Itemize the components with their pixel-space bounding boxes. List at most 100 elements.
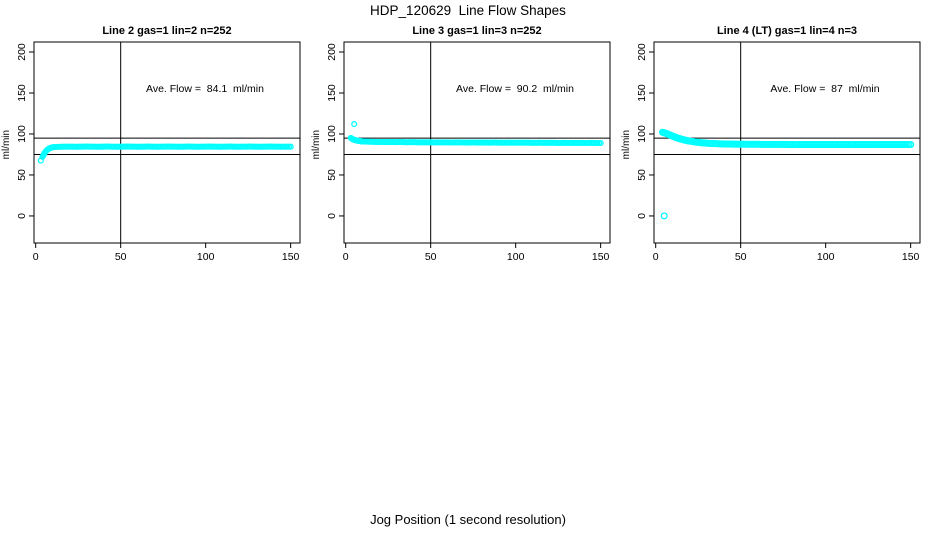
y-tick-label: 200 (326, 43, 338, 61)
data-point (285, 143, 293, 150)
y-tick-label: 150 (16, 84, 28, 102)
panel-title: Line 2 gas=1 lin=2 n=252 (102, 25, 232, 37)
data-point (351, 121, 358, 128)
data-point (757, 140, 765, 148)
points-layer (658, 128, 915, 220)
x-tick-label: 50 (425, 251, 437, 263)
data-point (37, 157, 44, 164)
data-point (767, 140, 775, 148)
y-axis-label: ml/min (621, 130, 632, 159)
y-tick-label: 100 (326, 125, 338, 143)
points-layer (37, 143, 294, 164)
x-axis-ticks: 0 50 100 150 (653, 243, 920, 263)
y-tick-label: 50 (326, 169, 338, 181)
data-point (721, 140, 729, 148)
data-point (783, 140, 791, 148)
data-point (742, 140, 750, 148)
flow-plot-svg: 0 50 100 150 0 50 100 150 200 ml/min (1, 41, 301, 263)
data-point (834, 140, 842, 149)
x-tick-label: 50 (735, 251, 747, 263)
data-point (777, 140, 786, 148)
x-tick-label: 50 (115, 251, 127, 263)
plot-area: 0 50 100 150 0 50 100 150 200 ml/min (1, 41, 301, 263)
data-point (818, 140, 826, 149)
plot-frame (33, 41, 301, 244)
data-point (752, 140, 760, 148)
data-point (859, 140, 867, 149)
data-point (823, 140, 831, 149)
data-point (895, 140, 903, 149)
data-point (747, 140, 755, 148)
data-point (905, 140, 913, 149)
y-axis-label: ml/min (311, 130, 322, 159)
x-tick-label: 0 (343, 251, 349, 263)
data-point (726, 140, 735, 148)
plot-frame (653, 41, 921, 244)
data-point (869, 140, 877, 149)
panel-title: Line 3 gas=1 lin=3 n=252 (412, 25, 542, 37)
data-point (885, 140, 893, 149)
data-point (813, 140, 821, 149)
x-tick-label: 0 (653, 251, 659, 263)
data-point (732, 140, 740, 148)
data-point (839, 140, 847, 149)
flow-plot-svg: 0 50 100 150 0 50 100 150 200 ml/min (311, 41, 611, 263)
x-tick-label: 100 (817, 251, 835, 263)
y-axis-label: ml/min (1, 130, 12, 159)
panel-title: Line 4 (LT) gas=1 lin=4 n=3 (716, 25, 858, 37)
y-axis-ticks: 0 50 100 150 200 (636, 43, 654, 219)
data-point (803, 140, 811, 149)
x-tick-label: 100 (507, 251, 525, 263)
data-point (900, 140, 908, 149)
panel-line-2: Line 2 gas=1 lin=2 n=252 Ave. Flow = 84.… (0, 20, 310, 290)
data-point (844, 140, 852, 149)
data-point (849, 140, 857, 149)
x-axis-ticks: 0 50 100 150 (33, 243, 300, 263)
data-point (706, 139, 714, 147)
y-tick-label: 200 (636, 43, 648, 61)
y-tick-label: 150 (636, 84, 648, 102)
data-point (808, 140, 816, 149)
flow-plot-svg: 0 50 100 150 0 50 100 150 200 ml/min (621, 41, 921, 263)
x-tick-label: 150 (592, 251, 610, 263)
data-point (762, 140, 770, 148)
y-axis-ticks: 0 50 100 150 200 (326, 43, 344, 219)
ave-flow-annotation: Ave. Flow = 87 ml/min (770, 83, 880, 95)
data-point (595, 139, 603, 147)
data-point (788, 140, 796, 149)
x-axis-ticks: 0 50 100 150 (343, 243, 610, 263)
data-point (864, 140, 872, 149)
data-point (854, 140, 862, 149)
data-point (711, 140, 719, 148)
ave-flow-annotation: Ave. Flow = 90.2 ml/min (456, 83, 574, 95)
y-tick-label: 0 (636, 213, 648, 219)
data-point (716, 140, 724, 148)
panel-line-3: Line 3 gas=1 lin=3 n=252 Ave. Flow = 90.… (310, 20, 620, 290)
y-tick-label: 50 (16, 169, 28, 181)
data-point (737, 140, 745, 148)
ave-flow-annotation: Ave. Flow = 84.1 ml/min (146, 83, 264, 95)
y-tick-label: 0 (326, 213, 338, 219)
y-tick-label: 0 (16, 213, 28, 219)
chart-title: HDP_120629 Line Flow Shapes (370, 3, 566, 18)
x-tick-label: 100 (197, 251, 215, 263)
x-tick-label: 150 (902, 251, 920, 263)
data-point (772, 140, 780, 148)
y-tick-label: 150 (326, 84, 338, 102)
data-point (798, 140, 806, 149)
data-point (793, 140, 801, 149)
x-tick-label: 0 (33, 251, 39, 263)
panel-line-4: Line 4 (LT) gas=1 lin=4 n=3 Ave. Flow = … (620, 20, 930, 290)
x-tick-label: 150 (282, 251, 300, 263)
data-point (879, 140, 888, 149)
data-point (660, 212, 668, 220)
x-axis-label: Jog Position (1 second resolution) (370, 512, 566, 527)
plot-frame (343, 41, 611, 244)
data-point (828, 140, 837, 149)
y-tick-label: 100 (16, 125, 28, 143)
data-point (890, 140, 898, 149)
y-tick-label: 50 (636, 169, 648, 181)
y-tick-label: 200 (16, 43, 28, 61)
y-axis-ticks: 0 50 100 150 200 (16, 43, 34, 219)
